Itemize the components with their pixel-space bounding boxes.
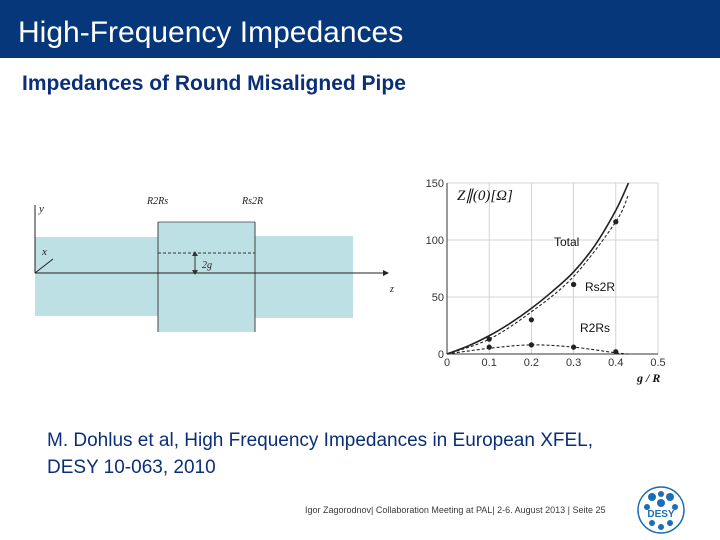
chart-point-r2rs [486, 344, 492, 350]
label-2g: 2g [202, 260, 212, 271]
chart-ytick-label: 0 [438, 349, 444, 361]
pipe-diagram: 2g z y x R2Rs Rs2R [34, 196, 394, 332]
label-r2rs: R2Rs [146, 196, 168, 207]
pipe-middle-section [158, 222, 255, 332]
label-x: x [41, 246, 47, 258]
label-y: y [38, 203, 44, 215]
chart-series-total-solid [446, 182, 630, 355]
impedance-chart: 0 0.1 0.2 0.3 0.4 0.5 0 50 100 150 Z∥(0)[Ω] Total… [426, 178, 666, 385]
chart-point-rs2r [571, 281, 577, 288]
chart-label-rs2r: Rs2R [585, 280, 615, 294]
chart-label-r2rs: R2Rs [580, 321, 610, 335]
reference-line-1: M. Dohlus et al, High Frequency Impedanc… [47, 430, 594, 451]
chart-point-r2rs [571, 344, 577, 350]
slide-title: High-Frequency Impedances [18, 16, 404, 49]
chart-point-r2rs [528, 342, 534, 348]
chart-xtick-label: 0.3 [566, 357, 581, 369]
pipe-left-section [35, 237, 158, 316]
chart-ytick-label: 100 [426, 235, 444, 247]
chart-point-total [613, 219, 619, 225]
chart-point-r2rs [613, 349, 619, 355]
chart-point-total [528, 317, 534, 323]
chart-point-total [486, 336, 492, 342]
chart-series-r2rs-dashed [446, 344, 629, 355]
chart-series-total-dashed [446, 194, 629, 355]
reference-line-2: DESY 10-063, 2010 [47, 457, 216, 478]
reference-citation: M. Dohlus et al, High Frequency Impedanc… [47, 427, 647, 481]
chart-xtick-label: 0 [444, 357, 450, 369]
pipe-right-section [255, 236, 353, 318]
chart-xtick-label: 0.5 [650, 357, 665, 369]
label-rs2r: Rs2R [241, 196, 263, 207]
chart-ytick-label: 50 [432, 292, 444, 304]
title-bar: High-Frequency Impedances [0, 0, 720, 58]
label-z: z [389, 284, 394, 295]
chart-ytick-label: 150 [426, 178, 444, 190]
desy-logo: DESY [637, 486, 685, 534]
chart-xtick-label: 0.4 [608, 357, 623, 369]
offset-arrow-head-up [192, 251, 198, 256]
chart-annotation: Z∥(0)[Ω] [457, 188, 513, 204]
logo-ring [637, 486, 685, 534]
chart-xtick-label: 0.2 [524, 357, 539, 369]
chart-xlabel: g / R [636, 371, 660, 385]
chart-label-total: Total [554, 235, 579, 249]
x-axis [34, 258, 54, 274]
slide-footer: Igor Zagorodnov| Collaboration Meeting a… [305, 505, 606, 515]
logo-text: DESY [647, 509, 675, 520]
slide-subtitle: Impedances of Round Misaligned Pipe [22, 72, 406, 95]
z-axis-arrow [383, 270, 389, 276]
chart-xtick-label: 0.1 [482, 357, 497, 369]
